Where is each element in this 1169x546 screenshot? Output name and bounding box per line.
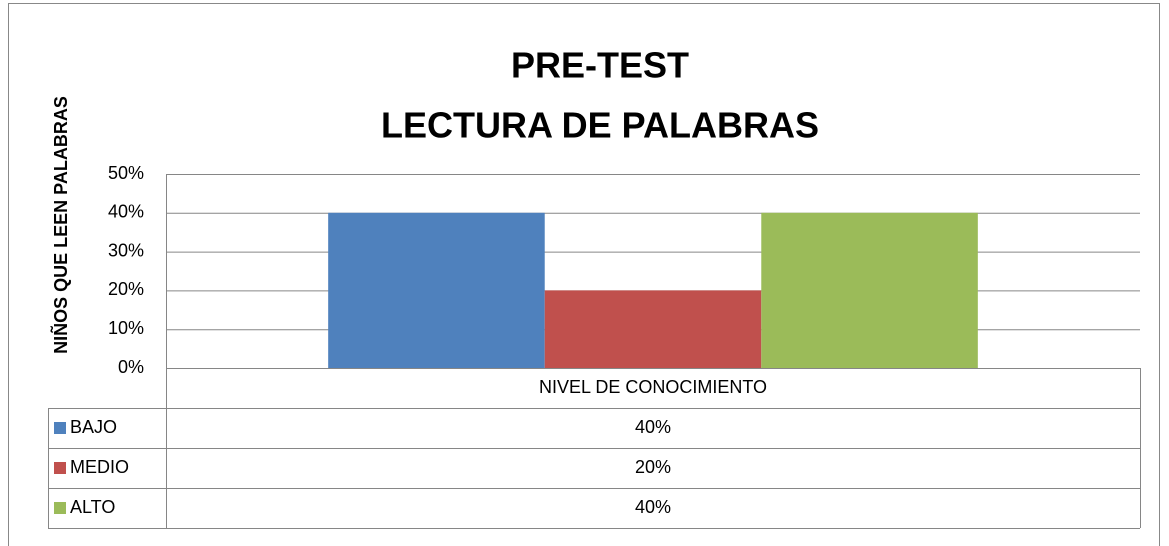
data-table-value: 40% <box>635 417 671 437</box>
chart-title: LECTURA DE PALABRAS <box>381 105 819 146</box>
y-tick-label: 20% <box>108 279 144 299</box>
y-tick-label: 30% <box>108 240 144 260</box>
bar <box>761 212 978 368</box>
legend-label: ALTO <box>70 497 115 517</box>
legend-swatch <box>54 462 66 474</box>
data-table-value: 20% <box>635 457 671 477</box>
chart-title: PRE-TEST <box>511 45 689 86</box>
legend-label: MEDIO <box>70 457 129 477</box>
y-tick-label: 0% <box>118 357 144 377</box>
category-label: NIVEL DE CONOCIMIENTO <box>539 377 767 397</box>
y-axis-label: NIÑOS QUE LEEN PALABRAS <box>50 96 71 354</box>
legend-swatch <box>54 422 66 434</box>
bar <box>544 290 762 368</box>
bar <box>328 212 545 368</box>
y-tick-label: 50% <box>108 163 144 183</box>
y-tick-label: 10% <box>108 318 144 338</box>
y-tick-label: 40% <box>108 202 144 222</box>
data-table-value: 40% <box>635 497 671 517</box>
legend-label: BAJO <box>70 417 117 437</box>
legend-swatch <box>54 502 66 514</box>
